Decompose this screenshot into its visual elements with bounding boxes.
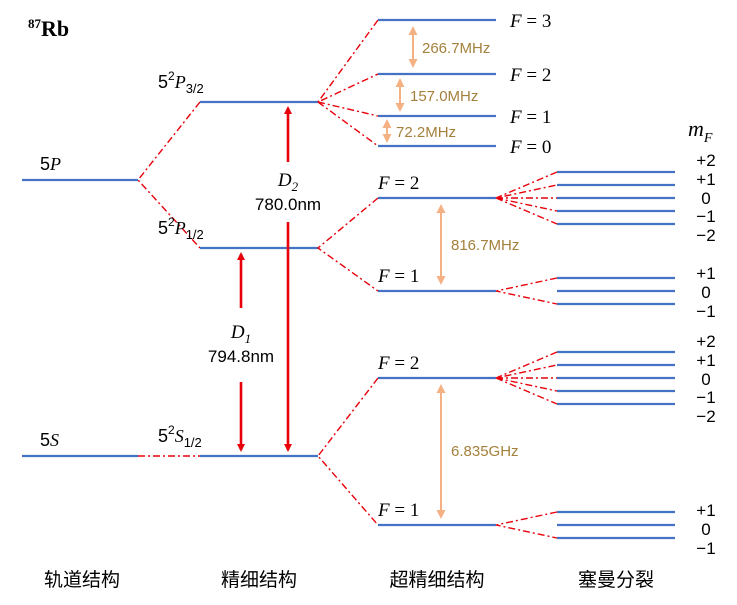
mF-label: −1 xyxy=(696,207,715,226)
mF-label: −1 xyxy=(696,388,715,407)
label-5P3/2: 52P3/2 xyxy=(158,69,204,96)
mF-label: +1 xyxy=(696,170,715,189)
label-5P1/2: 52P1/2 xyxy=(158,215,204,242)
mF-label: +2 xyxy=(696,151,715,170)
label-p32-F1: F = 1 xyxy=(509,107,551,128)
mF-label: −1 xyxy=(696,539,715,558)
label-s12-F1: F = 1 xyxy=(377,500,419,521)
title-mass-number: 87 xyxy=(28,16,42,31)
label-5P: 5P xyxy=(40,154,61,174)
label-p12-F1: F = 1 xyxy=(377,266,419,287)
label-p32-F2: F = 2 xyxy=(509,65,551,86)
column-label-orbital: 轨道结构 xyxy=(44,569,120,591)
title-element: Rb xyxy=(41,16,69,41)
connector-p12F1-zeeman xyxy=(495,277,558,305)
mF-label: +2 xyxy=(696,332,715,351)
label-5S1/2: 52S1/2 xyxy=(158,423,202,450)
label-s12-F2: F = 2 xyxy=(377,353,419,374)
mF-label: +1 xyxy=(696,501,715,520)
connector-s12F1-zeeman xyxy=(495,511,558,539)
mF-label: +1 xyxy=(696,351,715,370)
mF-label: −1 xyxy=(696,302,715,321)
connector-p32-hyperfine xyxy=(317,19,379,147)
mF-label: 0 xyxy=(701,520,710,539)
mF-label: 0 xyxy=(701,370,710,389)
mF-label: −2 xyxy=(696,226,715,245)
connector-5P-fine xyxy=(137,101,201,249)
title: 87Rb xyxy=(28,16,69,41)
split-p32-10: 72.2MHz xyxy=(396,124,456,141)
column-label-zeeman: 塞曼分裂 xyxy=(578,569,654,591)
mF-label: 0 xyxy=(701,283,710,302)
d1-label: D1 xyxy=(230,322,251,346)
mF-label: −2 xyxy=(696,407,715,426)
connector-s12F2-zeeman xyxy=(495,351,558,405)
connector-s12-hyperfine xyxy=(317,377,379,526)
split-s12: 6.835GHz xyxy=(451,443,519,460)
label-p32-F0: F = 0 xyxy=(509,137,551,158)
label-p12-F2: F = 2 xyxy=(377,173,419,194)
column-label-hyperfine: 超精细结构 xyxy=(389,569,484,591)
split-p32-21: 157.0MHz xyxy=(410,88,478,105)
d1-wavelength: 794.8nm xyxy=(208,347,274,366)
d2-wavelength: 780.0nm xyxy=(255,195,321,214)
connector-p12F2-zeeman xyxy=(495,171,558,225)
label-p32-F3: F = 3 xyxy=(509,11,551,32)
connector-p12-hyperfine xyxy=(316,197,379,292)
mF-header: mF xyxy=(688,116,713,146)
d2-label: D2 xyxy=(277,170,299,194)
mF-label: 0 xyxy=(701,189,710,208)
column-label-fine: 精细结构 xyxy=(221,569,297,591)
split-p12: 816.7MHz xyxy=(451,237,519,254)
split-p32-32: 266.7MHz xyxy=(422,40,490,57)
mF-label: +1 xyxy=(696,264,715,283)
label-5S: 5S xyxy=(40,430,59,450)
